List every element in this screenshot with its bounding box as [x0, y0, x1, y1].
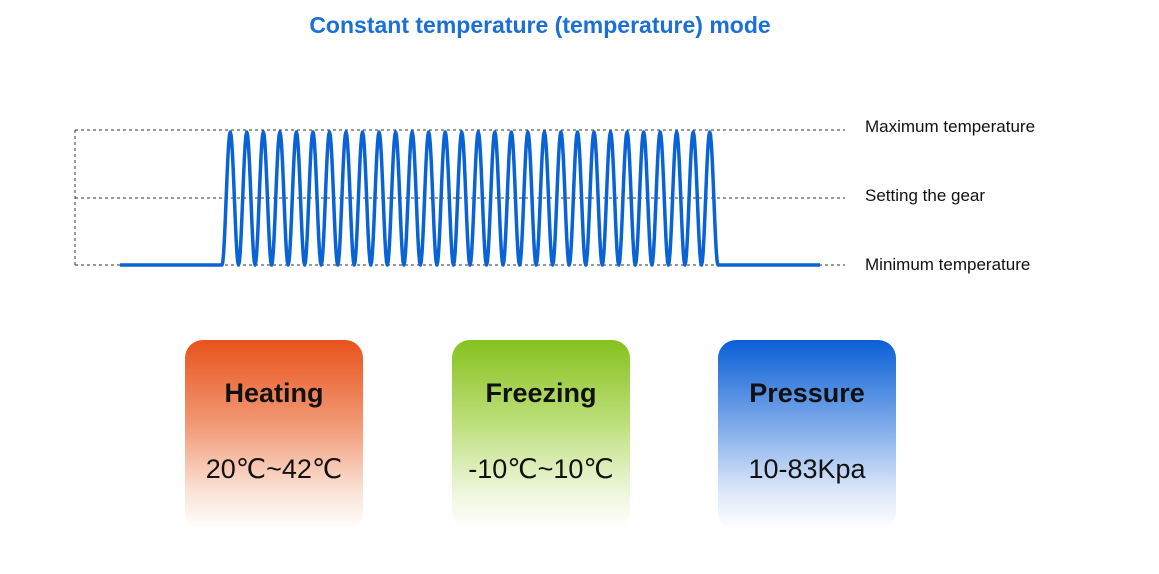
- min-temperature-label: Minimum temperature: [865, 255, 1031, 274]
- pressure-title: Pressure: [749, 378, 865, 408]
- pressure-range: 10-83Kpa: [748, 454, 866, 484]
- freezing-title: Freezing: [485, 378, 597, 408]
- freezing-range: -10℃~10℃: [468, 454, 614, 484]
- freezing-card: Freezing -10℃~10℃: [452, 340, 630, 530]
- heating-range: 20℃~42℃: [205, 454, 343, 484]
- wave-line: [120, 130, 820, 267]
- heating-title: Heating: [224, 378, 324, 408]
- heating-card: Heating 20℃~42℃: [185, 340, 363, 530]
- pressure-card: Pressure 10-83Kpa: [718, 340, 896, 530]
- page-title: Constant temperature (temperature) mode: [309, 12, 771, 38]
- max-temperature-label: Maximum temperature: [865, 117, 1036, 136]
- temperature-wave-diagram: [74, 129, 845, 267]
- setting-gear-label: Setting the gear: [865, 186, 986, 205]
